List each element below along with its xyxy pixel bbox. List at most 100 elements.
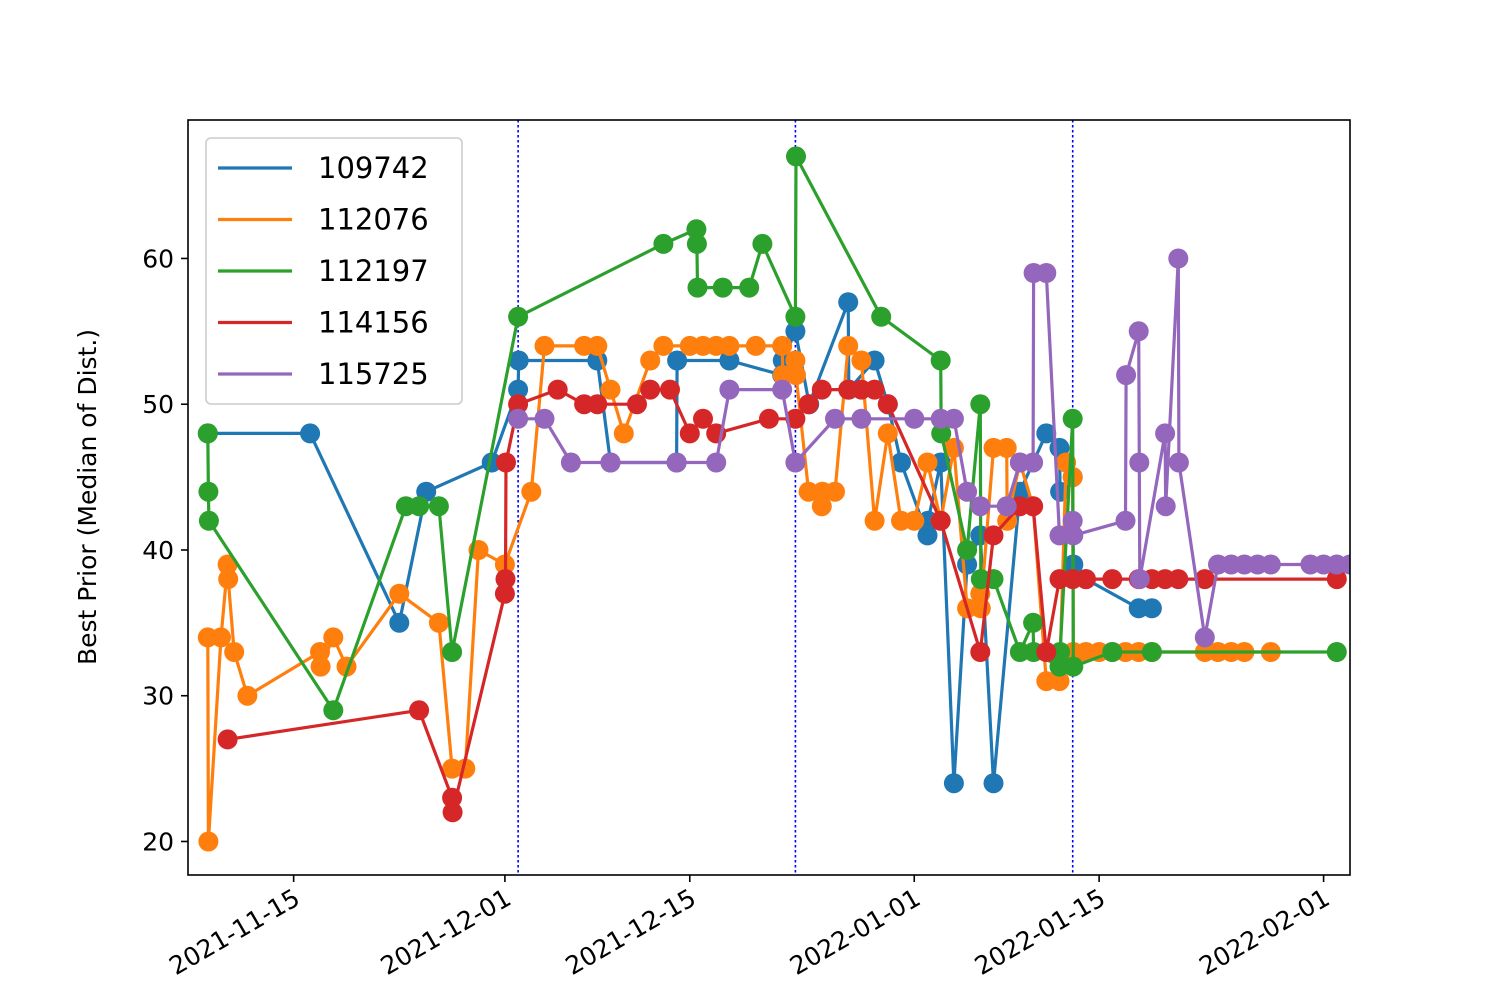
point-112076-41: [877, 423, 898, 444]
point-112076-4: [218, 569, 239, 590]
point-115725-26: [1128, 321, 1149, 342]
point-114156-2: [442, 787, 463, 808]
point-115725-18: [1023, 452, 1044, 473]
point-114156-4: [494, 583, 515, 604]
point-112197-20: [931, 423, 952, 444]
point-109742-11: [719, 350, 740, 371]
point-114156-18: [785, 408, 806, 429]
point-115725-27: [1129, 452, 1150, 473]
point-114156-3: [442, 802, 463, 823]
point-112197-14: [739, 277, 760, 298]
y-tick-label: 50: [142, 390, 174, 419]
point-112197-9: [653, 233, 674, 254]
point-112076-33: [786, 365, 806, 386]
point-115725-10: [851, 408, 872, 429]
point-115725-20: [1036, 263, 1057, 283]
point-114156-26: [970, 642, 991, 662]
point-114156-38: [1168, 569, 1189, 590]
point-115725-28: [1129, 569, 1150, 590]
point-112076-51: [996, 437, 1017, 458]
point-114156-15: [693, 408, 713, 429]
point-115725-32: [1168, 452, 1189, 473]
point-112197-33: [1141, 642, 1162, 662]
point-112197-17: [786, 146, 806, 167]
point-112076-49: [970, 598, 991, 619]
point-112197-11: [686, 233, 707, 254]
point-115725-2: [560, 452, 581, 473]
point-112197-12: [687, 277, 708, 298]
point-109742-10: [667, 350, 688, 371]
point-109742-29: [1036, 423, 1057, 444]
point-112076-7: [310, 642, 330, 662]
point-114156-17: [759, 408, 779, 429]
point-109742-36: [1141, 598, 1162, 619]
point-109742-2: [389, 612, 410, 633]
y-tick-label: 20: [142, 827, 174, 856]
point-112076-37: [825, 481, 845, 502]
point-112076-5: [224, 642, 245, 662]
point-112076-12: [428, 612, 449, 633]
point-114156-5: [495, 569, 516, 590]
point-109742-6: [508, 350, 529, 371]
point-112076-39: [851, 350, 872, 371]
point-114156-13: [660, 379, 680, 400]
point-112076-22: [613, 423, 634, 444]
point-115725-4: [666, 452, 687, 473]
point-112197-32: [1102, 642, 1123, 662]
point-112076-17: [521, 481, 542, 502]
point-109742-1: [300, 423, 321, 444]
point-114156-34: [1102, 569, 1123, 590]
legend-label-112076: 112076: [318, 203, 429, 237]
point-114156-19: [798, 394, 819, 415]
point-109742-24: [943, 773, 964, 794]
point-112076-28: [719, 335, 740, 356]
point-115725-24: [1115, 510, 1136, 531]
point-114156-0: [217, 729, 238, 750]
point-114156-11: [627, 394, 647, 415]
point-114156-33: [1075, 569, 1096, 590]
point-112197-6: [428, 496, 449, 517]
point-112197-29: [1050, 642, 1071, 662]
point-112076-40: [864, 510, 885, 531]
point-115725-1: [534, 408, 555, 429]
point-112197-30: [1062, 408, 1083, 429]
point-114156-39: [1194, 569, 1215, 590]
point-112076-29: [745, 335, 766, 356]
point-112076-2: [211, 627, 231, 648]
point-115725-16: [996, 496, 1017, 517]
point-112076-43: [904, 510, 925, 531]
point-115725-22: [1062, 510, 1083, 531]
point-112197-21: [957, 540, 978, 560]
point-115725-9: [825, 408, 845, 429]
y-tick-label: 60: [142, 244, 174, 273]
point-112197-16: [785, 306, 806, 327]
point-112076-30: [772, 335, 793, 356]
legend-label-112197: 112197: [318, 254, 429, 288]
point-109742-16: [838, 292, 859, 313]
point-114156-10: [587, 394, 608, 415]
legend-label-115725: 115725: [318, 357, 429, 391]
legend: 109742 112076 112197 114156 115725: [205, 137, 463, 405]
point-115725-25: [1116, 365, 1137, 386]
series-115725: [508, 248, 1350, 648]
point-115725-38: [1260, 554, 1281, 575]
point-112076-56: [1049, 671, 1070, 692]
point-112076-44: [917, 452, 938, 473]
point-112076-23: [640, 350, 661, 371]
point-115725-14: [957, 481, 978, 502]
point-114156-30: [1036, 642, 1057, 662]
point-114156-8: [547, 379, 568, 400]
point-115725-21: [1049, 525, 1070, 546]
point-112197-10: [686, 219, 707, 240]
point-115725-0: [508, 408, 529, 429]
point-114156-7: [508, 394, 529, 415]
point-115725-7: [772, 379, 793, 400]
y-axis-label: Best Prior (Median of Dist.): [73, 329, 102, 665]
point-112197-15: [752, 233, 773, 254]
point-114156-1: [409, 700, 430, 721]
point-112076-24: [653, 335, 674, 356]
axes-frame: [187, 119, 1351, 876]
point-114156-14: [679, 423, 700, 444]
point-115725-11: [904, 408, 925, 429]
